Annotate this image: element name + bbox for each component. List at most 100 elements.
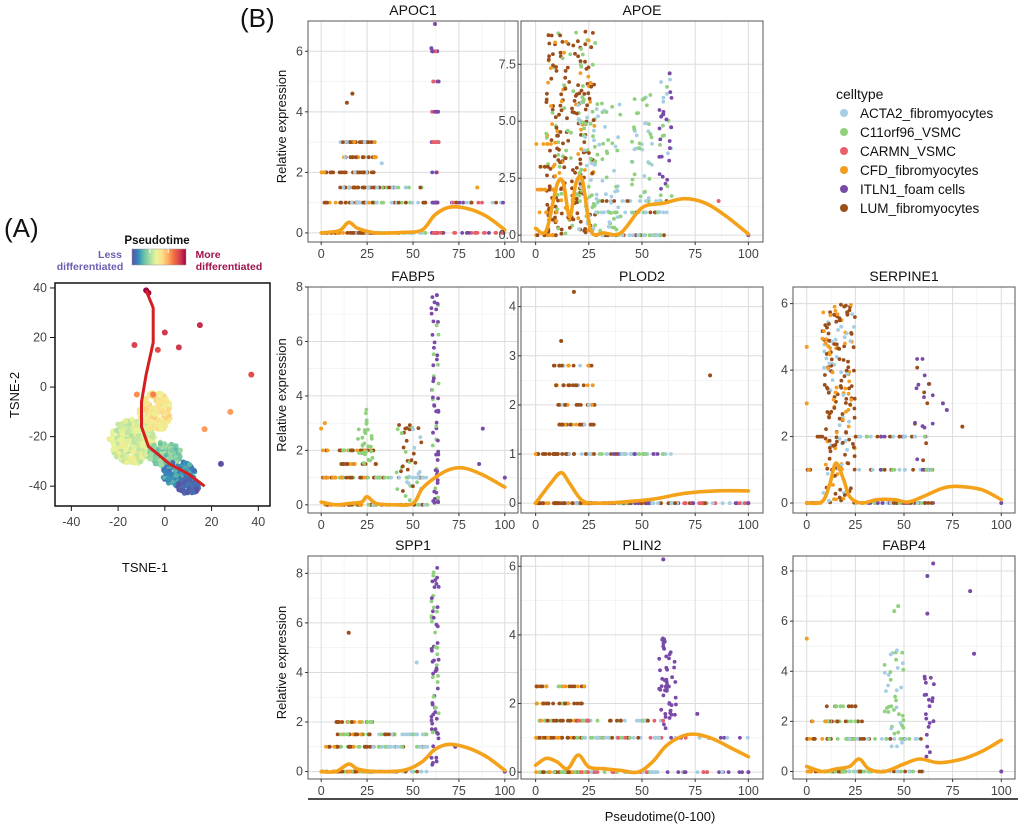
expression-point (546, 164, 550, 169)
expression-point (431, 79, 436, 84)
expression-point (542, 164, 547, 169)
expression-point (643, 452, 648, 456)
tsne-point (179, 487, 185, 493)
expression-point (579, 64, 584, 69)
expression-point (612, 168, 616, 173)
expression-point (838, 487, 843, 492)
expression-point (432, 404, 437, 408)
expression-point (832, 304, 837, 309)
expression-point (372, 140, 377, 145)
expression-point (849, 384, 854, 388)
expression-point (563, 75, 568, 80)
x-tick-label: 75 (452, 784, 466, 798)
expression-point (409, 769, 414, 774)
expression-point (436, 396, 440, 401)
expression-point (356, 427, 361, 432)
expression-point (737, 770, 742, 774)
expression-point (423, 231, 428, 235)
expression-point (597, 452, 602, 456)
expression-point (894, 688, 899, 693)
expression-point (632, 172, 637, 177)
expression-point (324, 744, 328, 749)
expression-point (436, 79, 441, 84)
expression-point (548, 148, 552, 153)
expression-point (369, 449, 374, 454)
expression-point (852, 454, 857, 459)
y-tick-label: 2.5 (499, 171, 516, 185)
y-tick-label: 2 (296, 443, 303, 457)
expression-point (668, 77, 672, 82)
y-tick-label: 0 (509, 496, 516, 510)
expression-point (824, 337, 829, 342)
expression-point (612, 199, 617, 203)
expression-point (833, 309, 838, 313)
y-tick-label: 4 (296, 389, 303, 403)
expression-point (407, 423, 412, 427)
tsne-y-tick-label: 20 (33, 331, 47, 345)
tsne-outlier-point (248, 371, 255, 378)
expression-point (546, 57, 551, 62)
expression-point (655, 233, 660, 238)
expression-point (346, 630, 351, 635)
expression-point (844, 737, 849, 741)
x-tick-label: 50 (635, 247, 649, 261)
expression-point (386, 744, 391, 749)
expression-point (670, 675, 674, 680)
expression-point (337, 170, 342, 175)
expression-point (563, 701, 567, 706)
expression-point (849, 303, 853, 307)
expression-point (562, 50, 566, 55)
expression-point (431, 430, 435, 435)
expression-point (578, 157, 583, 162)
expression-point (944, 407, 949, 412)
expression-point (586, 91, 591, 96)
expression-point (839, 370, 843, 375)
tsne-outlier-point (154, 346, 161, 353)
expression-point (847, 379, 852, 384)
expression-point (390, 732, 394, 737)
expression-point (542, 718, 547, 723)
expression-point (499, 231, 504, 235)
expression-point (804, 401, 809, 406)
expression-point (360, 185, 365, 190)
expression-point (357, 720, 362, 724)
expression-point (560, 56, 565, 61)
expression-point (619, 735, 624, 740)
expression-point (434, 293, 439, 298)
smooth-curve (319, 205, 507, 235)
expression-point (384, 732, 389, 737)
expression-point (571, 217, 576, 222)
expression-point (832, 312, 836, 317)
expression-point (610, 225, 615, 230)
tsne-y-tick-label: -40 (29, 479, 47, 493)
expression-point (895, 648, 899, 653)
x-tick-label: 25 (360, 784, 374, 798)
expression-point (452, 231, 456, 235)
expression-point (603, 735, 608, 740)
expression-point (578, 71, 583, 76)
expression-point (429, 755, 434, 760)
expression-point (884, 689, 888, 693)
expression-point (837, 436, 842, 441)
expression-point (436, 499, 440, 504)
expression-point (926, 725, 931, 729)
expression-point (403, 732, 408, 737)
expression-point (435, 575, 439, 580)
y-tick-label: 6 (781, 297, 788, 311)
expression-point (490, 200, 495, 205)
expression-point (570, 501, 575, 506)
expression-point (846, 359, 850, 364)
expression-point (557, 171, 562, 175)
expression-point (668, 90, 673, 94)
tsne-point (169, 447, 175, 453)
y-tick-label: 4 (296, 105, 303, 119)
expression-point (364, 407, 369, 412)
expression-point (853, 315, 857, 319)
tsne-point (126, 421, 133, 427)
expression-point (595, 152, 600, 157)
expression-point (910, 434, 914, 439)
tsne-point (134, 452, 140, 458)
expression-point (431, 570, 436, 575)
expression-point (852, 467, 857, 472)
tsne-y-label: TSNE-2 (7, 372, 22, 418)
